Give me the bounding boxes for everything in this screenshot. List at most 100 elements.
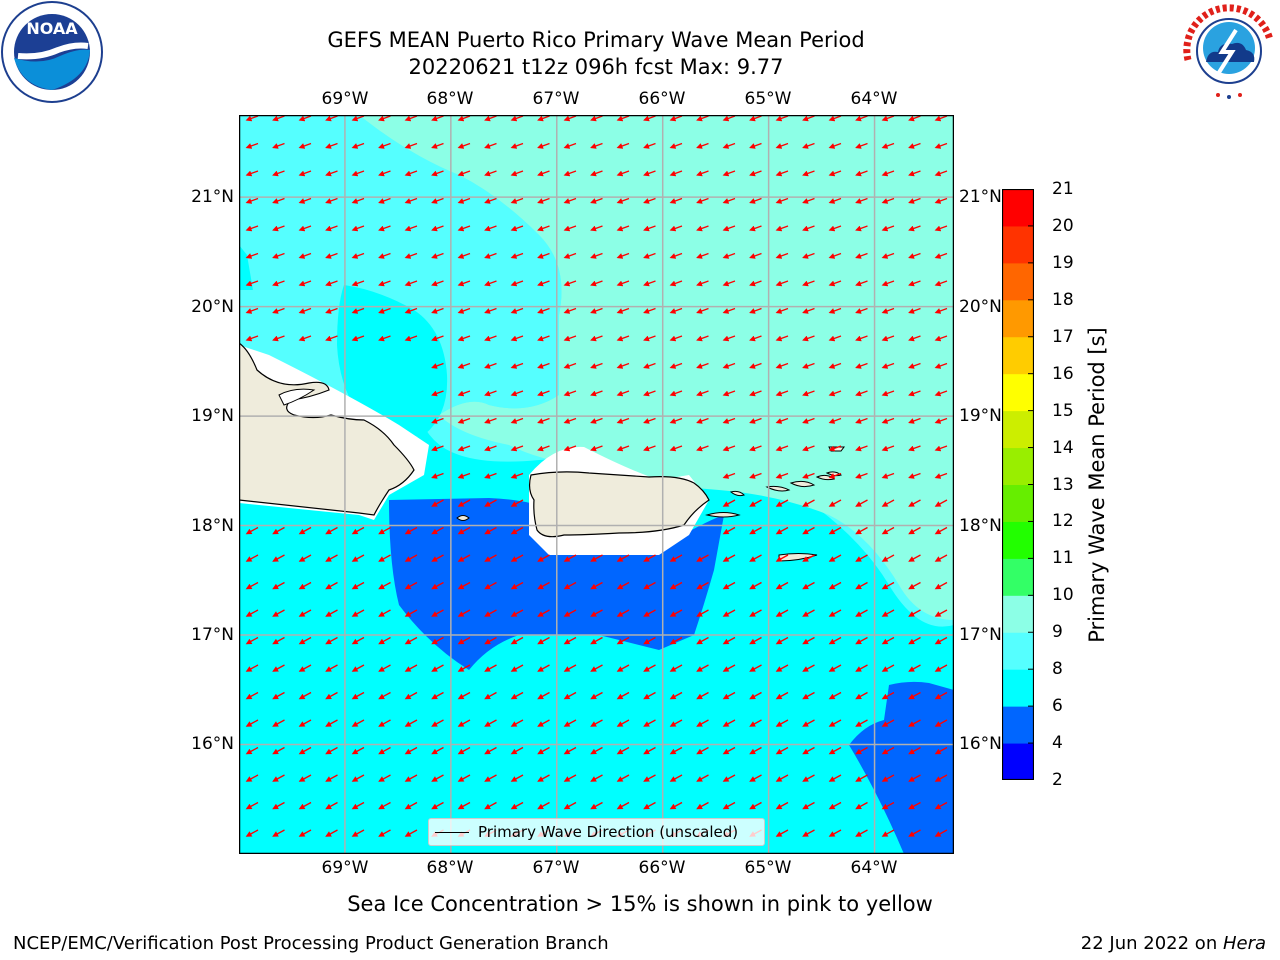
wave-arrow [643, 636, 656, 645]
wave-arrow [855, 472, 868, 479]
wave-arrow [537, 170, 550, 177]
wave-arrow [643, 581, 656, 590]
wave-arrow [404, 636, 418, 645]
wave-arrow [828, 197, 842, 204]
wave-arrow [431, 362, 444, 369]
wave-arrow [404, 691, 418, 700]
wave-arrow [828, 225, 842, 232]
wave-arrow [590, 581, 603, 590]
wave-arrow [881, 691, 895, 700]
wave-arrow [431, 390, 444, 397]
wave-arrow [696, 390, 709, 397]
wave-arrow [245, 609, 259, 617]
wave-arrow [351, 307, 365, 314]
wave-arrow [484, 445, 497, 452]
wave-arrow [563, 801, 577, 810]
wave-arrow [855, 225, 868, 232]
wave-arrow [908, 472, 921, 479]
wave-arrow [934, 664, 948, 672]
wave-arrow [722, 774, 736, 782]
wave-arrow [828, 472, 842, 479]
wave-arrow [722, 115, 736, 122]
wave-arrow [404, 801, 418, 810]
wave-arrow [881, 225, 895, 232]
wave-arrow [325, 664, 338, 672]
wave-arrow [881, 115, 895, 122]
wave-arrow [722, 170, 736, 177]
wave-arrow [563, 691, 577, 700]
lon-tick-bottom: 67°W [532, 858, 580, 878]
nws-logo [1181, 3, 1277, 99]
wave-arrow [749, 197, 762, 204]
wave-arrow [881, 390, 895, 397]
wave-arrow [351, 554, 365, 562]
hispaniola-land [239, 342, 415, 516]
wave-arrow [484, 801, 497, 810]
wave-arrow [722, 417, 736, 424]
wave-arrow [484, 554, 497, 562]
wave-arrow [272, 801, 285, 810]
wave-arrow [272, 829, 285, 837]
wave-arrow [855, 609, 868, 617]
wave-arrow [590, 142, 603, 149]
wave-arrow [457, 197, 471, 204]
wave-arrow [431, 335, 444, 342]
wave-arrow [272, 636, 285, 645]
wave-arrow [802, 445, 815, 452]
wave-arrow [669, 280, 683, 287]
wave-arrow [696, 719, 709, 727]
wave-arrow [484, 225, 497, 232]
wave-arrow [537, 445, 550, 452]
wave-arrow [563, 362, 577, 369]
wave-arrow [298, 526, 312, 535]
wave-arrow [510, 142, 524, 149]
wave-arrow [643, 554, 656, 562]
legend-line-swatch [435, 831, 469, 833]
wave-arrow [431, 691, 444, 700]
wave-arrow [749, 390, 762, 397]
wave-arrow [908, 554, 921, 562]
wave-arrow [590, 307, 603, 314]
wave-arrow [298, 746, 312, 755]
wave-arrow [510, 609, 524, 617]
wave-arrow [749, 115, 762, 122]
wave-arrow [484, 609, 497, 617]
colorbar-tick-label: 10 [1052, 585, 1074, 606]
lat-tick-left: 20°N [191, 297, 234, 317]
wave-arrow [245, 280, 259, 287]
wave-arrow [563, 636, 577, 645]
wave-arrow [325, 609, 338, 617]
wave-arrow [431, 609, 444, 617]
colorbar-tick-label: 18 [1052, 289, 1074, 310]
wave-arrow [510, 801, 524, 810]
wave-arrow [563, 335, 577, 342]
colorbar-swatch [1002, 484, 1034, 522]
st-croix-island [778, 553, 818, 562]
wave-arrow [510, 252, 524, 259]
wave-arrow [669, 362, 683, 369]
wave-arrow [510, 719, 524, 727]
wave-arrow [537, 115, 550, 122]
lat-tick-right: 20°N [959, 297, 1002, 317]
wave-arrow [378, 225, 391, 232]
wave-arrow [537, 225, 550, 232]
lat-tick-right: 19°N [959, 406, 1002, 426]
wave-arrow [775, 746, 789, 755]
wave-arrow [749, 774, 762, 782]
wave-arrow [749, 636, 762, 645]
colorbar-tick-label: 19 [1052, 252, 1074, 273]
wave-arrow [855, 252, 868, 259]
noaa-logo-text: NOAA [26, 19, 78, 38]
lat-tick-left: 16°N [191, 734, 234, 754]
wave-arrow [590, 774, 603, 782]
wave-arrow [669, 142, 683, 149]
wave-arrow [325, 581, 338, 590]
wave-arrow [908, 719, 921, 727]
wave-arrow [245, 664, 259, 672]
wave-arrow [245, 115, 259, 122]
wave-arrow [722, 280, 736, 287]
wave-arrow [802, 307, 815, 314]
wave-arrow [934, 554, 948, 562]
wave-arrow [298, 170, 312, 177]
wave-arrow [563, 225, 577, 232]
